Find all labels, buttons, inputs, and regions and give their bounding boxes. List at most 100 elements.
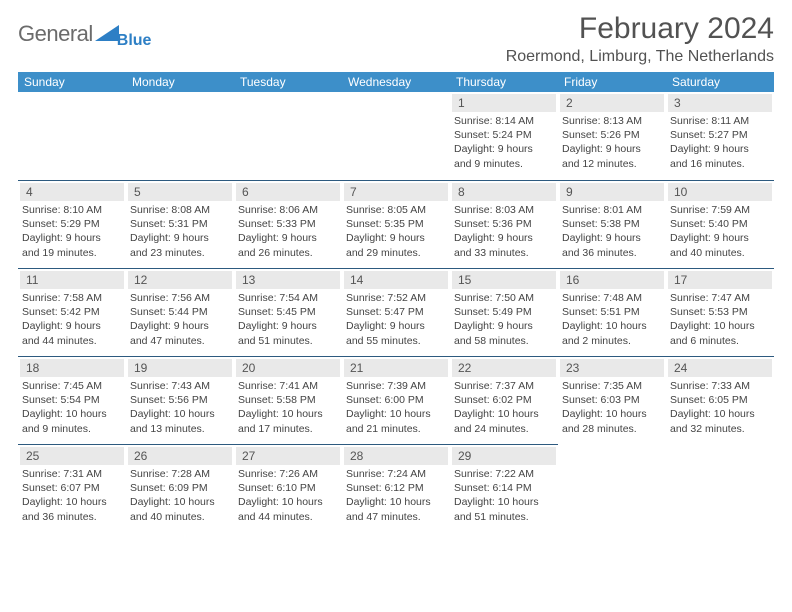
day-number: 15 <box>452 271 556 289</box>
day-cell-empty <box>558 444 666 532</box>
dow-fri: Friday <box>558 72 666 92</box>
day-number: 29 <box>452 447 556 465</box>
day-number: 28 <box>344 447 448 465</box>
day-body: Sunrise: 7:28 AMSunset: 6:09 PMDaylight:… <box>128 465 232 528</box>
day-cell: 9Sunrise: 8:01 AMSunset: 5:38 PMDaylight… <box>558 180 666 268</box>
sunrise-text: Sunrise: 7:35 AM <box>562 379 660 393</box>
day-number: 13 <box>236 271 340 289</box>
day-body: Sunrise: 7:43 AMSunset: 5:56 PMDaylight:… <box>128 377 232 440</box>
daylight-text: Daylight: 9 hours and 36 minutes. <box>562 231 660 259</box>
day-body: Sunrise: 8:03 AMSunset: 5:36 PMDaylight:… <box>452 201 556 264</box>
sunrise-text: Sunrise: 7:43 AM <box>130 379 228 393</box>
sunrise-text: Sunrise: 7:41 AM <box>238 379 336 393</box>
sunrise-text: Sunrise: 7:47 AM <box>670 291 768 305</box>
day-cell: 7Sunrise: 8:05 AMSunset: 5:35 PMDaylight… <box>342 180 450 268</box>
sunrise-text: Sunrise: 7:54 AM <box>238 291 336 305</box>
sunset-text: Sunset: 5:38 PM <box>562 217 660 231</box>
day-cell: 15Sunrise: 7:50 AMSunset: 5:49 PMDayligh… <box>450 268 558 356</box>
day-number: 25 <box>20 447 124 465</box>
week-row: 1Sunrise: 8:14 AMSunset: 5:24 PMDaylight… <box>18 92 774 180</box>
day-number: 4 <box>20 183 124 201</box>
day-cell-empty <box>18 92 126 180</box>
sunset-text: Sunset: 5:45 PM <box>238 305 336 319</box>
daylight-text: Daylight: 9 hours and 55 minutes. <box>346 319 444 347</box>
daylight-text: Daylight: 10 hours and 40 minutes. <box>130 495 228 523</box>
sunset-text: Sunset: 5:47 PM <box>346 305 444 319</box>
day-body: Sunrise: 7:35 AMSunset: 6:03 PMDaylight:… <box>560 377 664 440</box>
sunrise-text: Sunrise: 7:58 AM <box>22 291 120 305</box>
header: General Blue February 2024 Roermond, Lim… <box>18 12 774 66</box>
logo: General Blue <box>18 12 151 50</box>
day-body: Sunrise: 7:24 AMSunset: 6:12 PMDaylight:… <box>344 465 448 528</box>
sunset-text: Sunset: 6:03 PM <box>562 393 660 407</box>
day-number: 26 <box>128 447 232 465</box>
daylight-text: Daylight: 10 hours and 9 minutes. <box>22 407 120 435</box>
day-cell: 17Sunrise: 7:47 AMSunset: 5:53 PMDayligh… <box>666 268 774 356</box>
day-number: 11 <box>20 271 124 289</box>
sunrise-text: Sunrise: 7:45 AM <box>22 379 120 393</box>
day-body: Sunrise: 7:48 AMSunset: 5:51 PMDaylight:… <box>560 289 664 352</box>
day-body: Sunrise: 8:13 AMSunset: 5:26 PMDaylight:… <box>560 112 664 175</box>
day-cell: 19Sunrise: 7:43 AMSunset: 5:56 PMDayligh… <box>126 356 234 444</box>
daylight-text: Daylight: 9 hours and 47 minutes. <box>130 319 228 347</box>
daylight-text: Daylight: 10 hours and 47 minutes. <box>346 495 444 523</box>
sunrise-text: Sunrise: 8:13 AM <box>562 114 660 128</box>
sunset-text: Sunset: 6:10 PM <box>238 481 336 495</box>
day-cell: 5Sunrise: 8:08 AMSunset: 5:31 PMDaylight… <box>126 180 234 268</box>
day-body: Sunrise: 7:56 AMSunset: 5:44 PMDaylight:… <box>128 289 232 352</box>
day-cell: 13Sunrise: 7:54 AMSunset: 5:45 PMDayligh… <box>234 268 342 356</box>
day-number: 27 <box>236 447 340 465</box>
day-body: Sunrise: 7:26 AMSunset: 6:10 PMDaylight:… <box>236 465 340 528</box>
day-body: Sunrise: 7:22 AMSunset: 6:14 PMDaylight:… <box>452 465 556 528</box>
day-cell: 11Sunrise: 7:58 AMSunset: 5:42 PMDayligh… <box>18 268 126 356</box>
day-number: 19 <box>128 359 232 377</box>
day-cell: 20Sunrise: 7:41 AMSunset: 5:58 PMDayligh… <box>234 356 342 444</box>
sunset-text: Sunset: 6:07 PM <box>22 481 120 495</box>
sunrise-text: Sunrise: 7:56 AM <box>130 291 228 305</box>
sunrise-text: Sunrise: 7:50 AM <box>454 291 552 305</box>
page-title: February 2024 <box>506 12 774 46</box>
day-cell-empty <box>234 92 342 180</box>
dow-thu: Thursday <box>450 72 558 92</box>
day-body: Sunrise: 7:59 AMSunset: 5:40 PMDaylight:… <box>668 201 772 264</box>
day-body: Sunrise: 8:01 AMSunset: 5:38 PMDaylight:… <box>560 201 664 264</box>
day-number: 7 <box>344 183 448 201</box>
sunset-text: Sunset: 5:29 PM <box>22 217 120 231</box>
day-body: Sunrise: 8:08 AMSunset: 5:31 PMDaylight:… <box>128 201 232 264</box>
day-body: Sunrise: 8:10 AMSunset: 5:29 PMDaylight:… <box>20 201 124 264</box>
day-number: 9 <box>560 183 664 201</box>
dow-sat: Saturday <box>666 72 774 92</box>
sunrise-text: Sunrise: 8:14 AM <box>454 114 552 128</box>
daylight-text: Daylight: 10 hours and 24 minutes. <box>454 407 552 435</box>
daylight-text: Daylight: 9 hours and 33 minutes. <box>454 231 552 259</box>
daylight-text: Daylight: 9 hours and 44 minutes. <box>22 319 120 347</box>
day-number: 12 <box>128 271 232 289</box>
sunrise-text: Sunrise: 7:24 AM <box>346 467 444 481</box>
day-cell: 23Sunrise: 7:35 AMSunset: 6:03 PMDayligh… <box>558 356 666 444</box>
sunset-text: Sunset: 5:26 PM <box>562 128 660 142</box>
sunset-text: Sunset: 5:56 PM <box>130 393 228 407</box>
sunrise-text: Sunrise: 8:05 AM <box>346 203 444 217</box>
day-cell: 26Sunrise: 7:28 AMSunset: 6:09 PMDayligh… <box>126 444 234 532</box>
sunset-text: Sunset: 6:09 PM <box>130 481 228 495</box>
day-number: 5 <box>128 183 232 201</box>
week-row: 18Sunrise: 7:45 AMSunset: 5:54 PMDayligh… <box>18 356 774 444</box>
dow-header-row: Sunday Monday Tuesday Wednesday Thursday… <box>18 72 774 92</box>
daylight-text: Daylight: 10 hours and 28 minutes. <box>562 407 660 435</box>
sunset-text: Sunset: 5:54 PM <box>22 393 120 407</box>
daylight-text: Daylight: 10 hours and 2 minutes. <box>562 319 660 347</box>
sunset-text: Sunset: 6:12 PM <box>346 481 444 495</box>
sunrise-text: Sunrise: 8:11 AM <box>670 114 768 128</box>
dow-tue: Tuesday <box>234 72 342 92</box>
sunset-text: Sunset: 6:02 PM <box>454 393 552 407</box>
day-body: Sunrise: 7:45 AMSunset: 5:54 PMDaylight:… <box>20 377 124 440</box>
logo-text: General <box>18 21 93 47</box>
day-body: Sunrise: 7:37 AMSunset: 6:02 PMDaylight:… <box>452 377 556 440</box>
sunset-text: Sunset: 6:14 PM <box>454 481 552 495</box>
day-cell-empty <box>126 92 234 180</box>
dow-sun: Sunday <box>18 72 126 92</box>
day-body: Sunrise: 8:06 AMSunset: 5:33 PMDaylight:… <box>236 201 340 264</box>
sunset-text: Sunset: 5:51 PM <box>562 305 660 319</box>
daylight-text: Daylight: 10 hours and 51 minutes. <box>454 495 552 523</box>
sunrise-text: Sunrise: 7:52 AM <box>346 291 444 305</box>
